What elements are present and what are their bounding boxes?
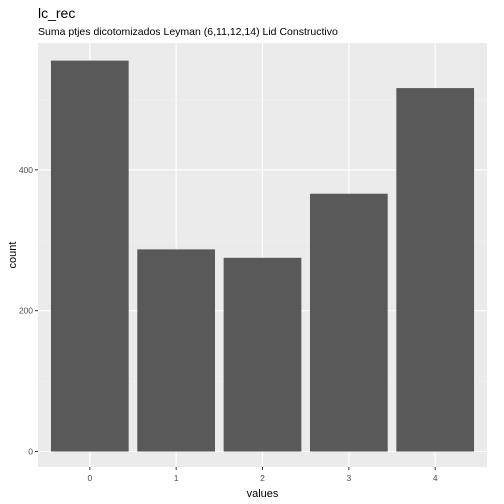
axes: 0 200 400 0 1 2 3 4	[19, 165, 438, 483]
bars	[50, 60, 475, 452]
bar-1	[137, 249, 216, 452]
y-tick-label: 400	[19, 165, 33, 175]
x-tick-label: 4	[433, 473, 438, 483]
x-tick-label: 0	[87, 473, 92, 483]
y-tick-label: 0	[28, 447, 33, 457]
bar-0	[50, 60, 129, 452]
chart-subtitle: Suma ptjes dicotomizados Leyman (6,11,12…	[38, 26, 338, 38]
x-tick-label: 1	[174, 473, 179, 483]
bar-3	[309, 193, 388, 452]
x-axis-title: values	[247, 488, 279, 500]
x-tick-label: 3	[346, 473, 351, 483]
chart-title: lc_rec	[38, 5, 75, 21]
y-axis-title: count	[7, 242, 19, 269]
y-tick-label: 200	[19, 306, 33, 316]
x-tick-label: 2	[260, 473, 265, 483]
bar-2	[223, 257, 302, 452]
bar-4	[396, 88, 475, 452]
